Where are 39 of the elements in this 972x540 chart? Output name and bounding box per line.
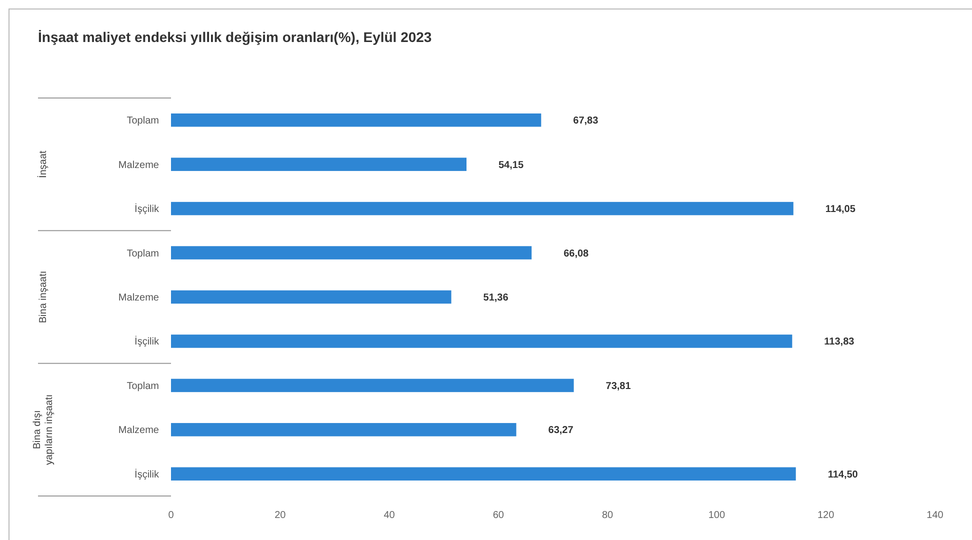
text: Bina dışı yapıların inşaatı — [32, 394, 55, 465]
bar — [171, 467, 796, 481]
y-tick-label: Toplam — [126, 380, 159, 392]
x-tick-label: 0 — [168, 510, 174, 521]
x-tick-label: 60 — [492, 510, 504, 521]
y-tick-label: Malzeme — [118, 425, 160, 436]
data-label: 66,08 — [564, 248, 590, 260]
y-tick-label: İşçilik — [134, 336, 160, 348]
data-label: 114,50 — [828, 469, 858, 480]
data-label: 54,15 — [498, 160, 524, 171]
y-tick-label: Toplam — [126, 116, 159, 127]
x-tick-label: 40 — [384, 510, 396, 521]
data-label: 73,81 — [606, 380, 632, 392]
data-label: 114,05 — [825, 204, 856, 216]
bar — [171, 423, 516, 436]
y-tick-label: İşçilik — [134, 468, 160, 480]
bar — [171, 378, 574, 392]
text: İnşaat — [37, 150, 49, 178]
x-tick-label: 120 — [818, 510, 835, 521]
bar — [171, 158, 467, 171]
data-label: 67,83 — [573, 116, 599, 127]
x-tick-label: 20 — [274, 510, 286, 521]
text: Bina inşaatı — [38, 270, 49, 324]
y-tick-label: Malzeme — [118, 160, 160, 171]
bar — [171, 290, 452, 304]
bar — [171, 334, 792, 348]
data-label: 63,27 — [548, 425, 574, 436]
bar — [171, 246, 532, 260]
data-label: 113,83 — [824, 336, 855, 348]
x-tick-label: 140 — [926, 510, 944, 521]
bar — [171, 113, 542, 127]
x-tick-label: 80 — [602, 510, 614, 521]
y-tick-label: Toplam — [126, 248, 159, 260]
y-tick-label: Malzeme — [118, 292, 160, 304]
x-tick-label: 100 — [708, 510, 726, 521]
bar — [171, 202, 794, 216]
chart-title: İnşaat maliyet endeksi yıllık değişim oranları(%), Eylül 2023 — [38, 29, 432, 45]
y-tick-label: İşçilik — [134, 203, 160, 216]
data-label: 51,36 — [483, 292, 509, 304]
